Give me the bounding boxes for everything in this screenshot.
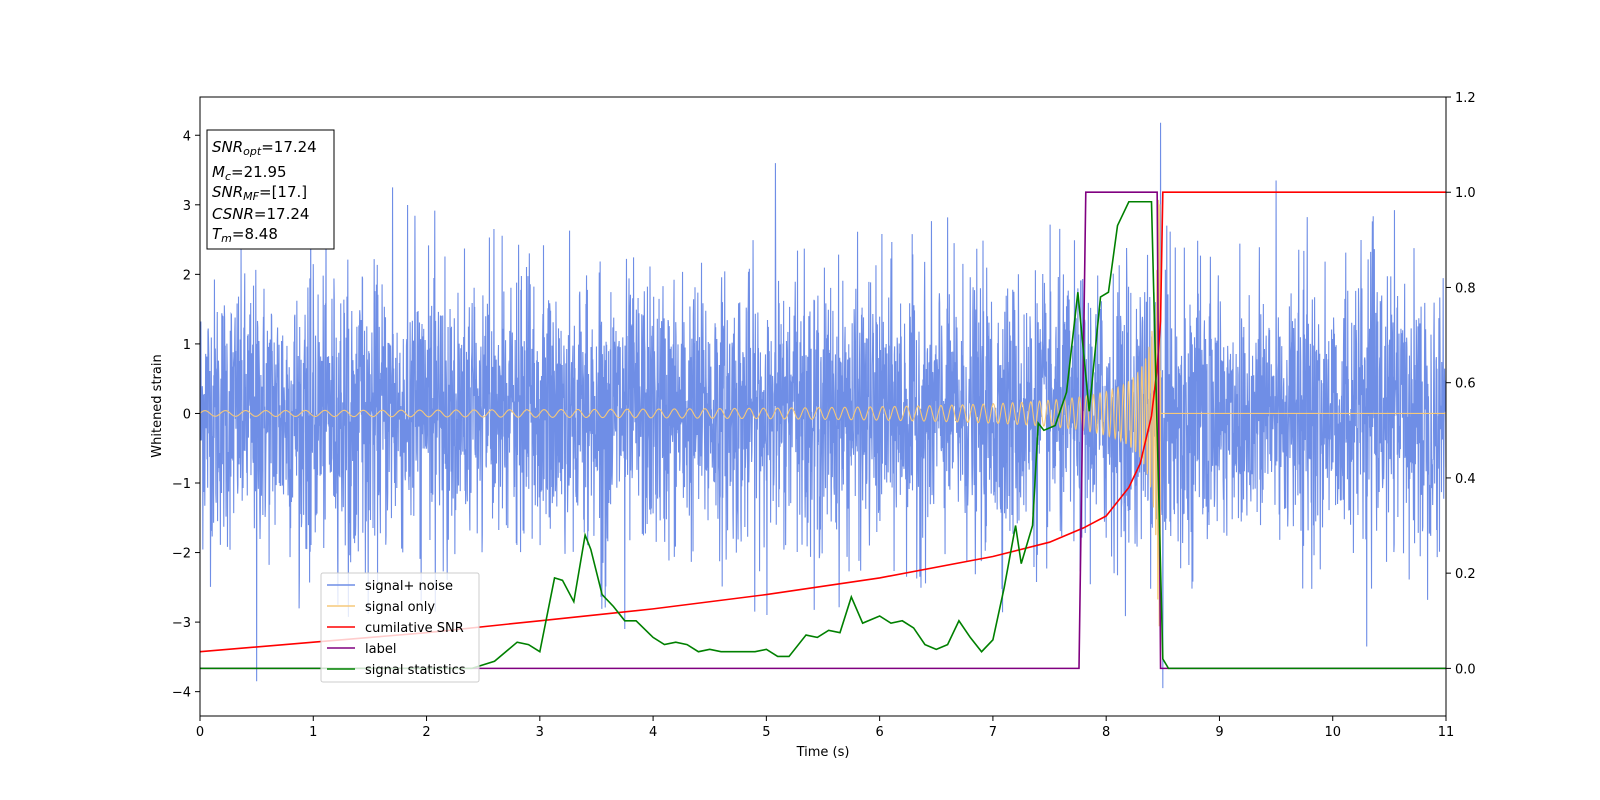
legend-label: label [365, 642, 396, 657]
info-box-line: SNRopt=17.24 [212, 138, 317, 158]
info-box-frame [206, 129, 335, 250]
y-axis-left: −4 −3 −2 −1 0 1 2 3 4 [172, 129, 200, 701]
y-left-tick-label: −3 [172, 616, 191, 631]
legend-label: signal only [365, 600, 435, 615]
series-signal-only-line [200, 199, 1446, 627]
y-left-tick-label: −4 [172, 686, 191, 701]
y-left-tick-label: 3 [183, 199, 191, 214]
y-right-tick-label: 0.4 [1455, 472, 1476, 487]
x-tick-label: 4 [649, 725, 657, 740]
y-right-tick-label: 0.0 [1455, 662, 1476, 677]
x-axis-label: Time (s) [796, 745, 850, 760]
x-tick-label: 11 [1438, 725, 1455, 740]
info-box-line: CSNR=17.24 [212, 205, 309, 223]
x-tick-label: 8 [1102, 725, 1110, 740]
legend: signal+ noise signal only cumilative SNR la… [320, 572, 480, 683]
x-tick-label: 1 [309, 725, 317, 740]
y-right-tick-label: 0.6 [1455, 377, 1476, 392]
info-box-line: SNRMF=[17.] [212, 183, 307, 203]
y-left-tick-label: 4 [183, 129, 191, 144]
y-left-tick-label: 0 [183, 407, 191, 422]
x-tick-label: 9 [1215, 725, 1223, 740]
series-layer [200, 122, 1446, 689]
legend-label: cumilative SNR [365, 621, 464, 636]
y-left-tick-label: 1 [183, 338, 191, 353]
info-box-line: Mc=21.95 [212, 163, 287, 183]
y-axis-right: 0.0 0.2 0.4 0.6 0.8 1.0 1.2 [1446, 91, 1476, 677]
y-axis-label: Whitened strain [150, 354, 165, 457]
x-tick-label: 10 [1324, 725, 1341, 740]
y-left-tick-label: −2 [172, 547, 191, 562]
y-right-tick-label: 1.2 [1455, 91, 1476, 106]
legend-frame [320, 572, 480, 683]
x-tick-label: 7 [989, 725, 997, 740]
plot-frame [199, 96, 1447, 717]
legend-label: signal+ noise [365, 579, 453, 594]
info-box-line: Tm=8.48 [212, 225, 278, 245]
x-axis: 0 1 2 3 4 5 6 7 8 9 10 11 [196, 716, 1454, 740]
y-right-tick-label: 1.0 [1455, 186, 1476, 201]
series-signal-noise-line [200, 122, 1446, 689]
y-left-tick-label: −1 [172, 477, 191, 492]
x-tick-label: 5 [762, 725, 770, 740]
series-signal-statistics-line [200, 200, 1446, 670]
x-tick-label: 2 [422, 725, 430, 740]
y-right-tick-label: 0.8 [1455, 281, 1476, 296]
y-right-tick-label: 0.2 [1455, 567, 1476, 582]
x-tick-label: 3 [536, 725, 544, 740]
y-left-tick-label: 2 [183, 268, 191, 283]
x-tick-label: 0 [196, 725, 204, 740]
x-tick-label: 6 [875, 725, 883, 740]
legend-label: signal statistics [365, 663, 466, 678]
